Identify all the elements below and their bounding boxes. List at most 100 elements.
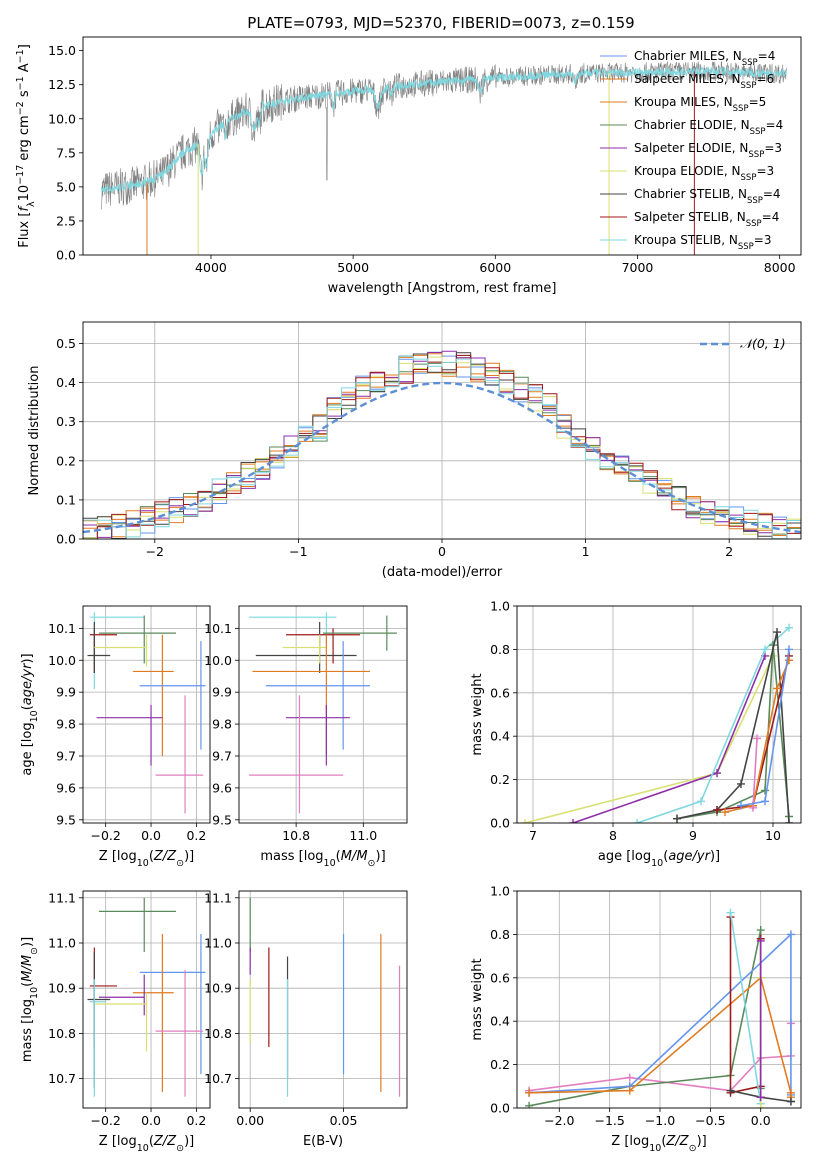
age-vs-Z-frame	[82, 605, 211, 824]
weight-marker	[673, 814, 681, 823]
age-vs-Z-ylabel: age [log10(age/yr)]	[20, 653, 40, 775]
mass-vs-Z-ylabel: mass [log10(M/M⊙)]	[20, 937, 40, 1062]
weight-marker	[773, 684, 781, 693]
y-tick-label: 1.0	[490, 599, 510, 614]
legend-label: Salpeter STELIB, NSSP=4	[634, 210, 779, 229]
figure-title: PLATE=0793, MJD=52370, FIBERID=0073, z=0…	[247, 14, 634, 32]
errorbar-point	[286, 704, 350, 766]
mass-weight-vs-Z-ylabel: mass weight	[470, 958, 485, 1040]
mass-vs-EBV-frame	[238, 890, 408, 1109]
errorbar-point	[94, 992, 148, 1052]
mass-vs-Z-frame	[82, 890, 211, 1109]
weight-marker	[773, 628, 781, 637]
errorbar-point	[132, 634, 174, 756]
y-tick-label: 10.9	[48, 981, 76, 996]
x-tick-label: 7000	[622, 260, 654, 275]
weight-marker	[785, 645, 793, 654]
spectrum-frame	[82, 36, 802, 256]
y-tick-label: 12.5	[48, 77, 76, 92]
weight-marker	[756, 926, 765, 935]
y-tick-label: 10.7	[204, 1071, 232, 1086]
errorbar-point	[132, 933, 174, 1093]
y-tick-label: 0.1	[56, 492, 76, 507]
y-tick-label: 1.0	[490, 884, 510, 899]
weight-line	[524, 655, 774, 823]
weight-marker	[753, 734, 761, 743]
legend-label: 𝒩(0, 1)	[740, 336, 786, 351]
mass-vs-Z-xlabel: Z [log10(Z/Z⊙)]	[99, 1134, 194, 1154]
y-tick-label: 11.0	[48, 935, 76, 950]
weight-marker	[713, 805, 721, 814]
weight-series	[749, 734, 761, 812]
y-tick-label: 0.2	[490, 772, 510, 787]
weight-marker	[521, 819, 529, 823]
x-tick-label: 8000	[764, 260, 796, 275]
x-tick-label: 0.2	[186, 828, 206, 843]
y-tick-label: 10.0	[48, 111, 76, 126]
y-tick-label: 9.8	[56, 717, 76, 732]
x-tick-label: 9	[689, 828, 697, 843]
x-tick-label: −0.2	[90, 828, 120, 843]
y-tick-label: 0.8	[490, 642, 510, 657]
y-tick-label: 2.5	[56, 213, 76, 228]
y-tick-label: 9.5	[212, 812, 232, 827]
y-tick-label: 0.6	[490, 970, 510, 985]
x-tick-label: 6000	[479, 260, 511, 275]
weight-marker	[525, 1101, 534, 1108]
x-tick-label: 11.0	[349, 828, 377, 843]
y-tick-label: 0.0	[490, 816, 510, 831]
errorbar-point	[96, 704, 163, 766]
x-tick-label: −0.2	[90, 1113, 120, 1128]
errorbar-point	[252, 634, 371, 756]
axes-age-vs-mass: 10.8 11.0 9.5 9.6 9.7 9.8 9.9 10.0 10.1	[204, 606, 407, 843]
weight-marker	[721, 808, 729, 817]
weight-line	[572, 655, 766, 823]
weight-series	[756, 936, 765, 1102]
residuals-frame	[82, 321, 802, 540]
y-tick-label: 9.5	[56, 812, 76, 827]
x-tick-label: −1	[289, 544, 307, 559]
x-tick-label: 0	[438, 544, 446, 559]
y-tick-label: 9.6	[56, 780, 76, 795]
x-tick-label: 0.0	[141, 828, 161, 843]
residuals-xlabel: (data-model)/error	[382, 565, 503, 580]
normal-curve	[83, 381, 801, 534]
legend-label: Kroupa STELIB, NSSP=3	[634, 233, 772, 252]
x-tick-label: 10	[765, 828, 781, 843]
y-tick-label: 15.0	[48, 43, 76, 58]
weight-marker	[625, 1073, 634, 1082]
y-tick-label: 9.8	[212, 717, 232, 732]
weight-line	[752, 738, 758, 808]
x-tick-label: 2	[725, 544, 733, 559]
legend-label: Salpeter ELODIE, NSSP=3	[634, 141, 782, 160]
x-tick-label: −2.0	[544, 1113, 574, 1128]
weight-series	[525, 926, 765, 1108]
errorbar-point	[249, 695, 344, 814]
y-tick-label: 5.0	[56, 179, 76, 194]
y-tick-label: 0.4	[56, 375, 76, 390]
axes-mass-vs-Z: −0.2 0.0 0.2 10.7 10.8 10.9 11.0 11.1	[48, 890, 210, 1128]
legend-label: Chabrier ELODIE, NSSP=4	[634, 118, 783, 137]
weight-marker	[726, 1086, 735, 1095]
weight-marker	[749, 803, 757, 812]
mass-weight-vs-age-ylabel: mass weight	[470, 673, 485, 755]
y-tick-label: 0.0	[56, 248, 76, 263]
y-tick-label: 0.0	[56, 532, 76, 547]
y-tick-label: 0.8	[490, 927, 510, 942]
spectrum-ylabel: Flux [fλ10−17 erg cm−2 s−1 A−1]	[15, 44, 37, 248]
y-tick-label: 0.2	[490, 1057, 510, 1072]
weight-marker	[756, 1093, 765, 1102]
y-tick-label: 0.6	[490, 685, 510, 700]
errorbar-point	[98, 974, 145, 1016]
x-tick-label: 0.2	[186, 1113, 206, 1128]
y-tick-label: 7.5	[56, 145, 76, 160]
y-tick-label: 0.5	[56, 336, 76, 351]
y-tick-label: 0.2	[56, 453, 76, 468]
y-tick-label: 9.7	[56, 748, 76, 763]
x-tick-label: −0.5	[695, 1113, 725, 1128]
x-tick-label: 7	[529, 828, 537, 843]
y-tick-label: 0.4	[490, 1014, 510, 1029]
x-tick-label: −2	[146, 544, 164, 559]
y-tick-label: 10.0	[48, 653, 76, 668]
x-tick-label: −1.0	[645, 1113, 675, 1128]
